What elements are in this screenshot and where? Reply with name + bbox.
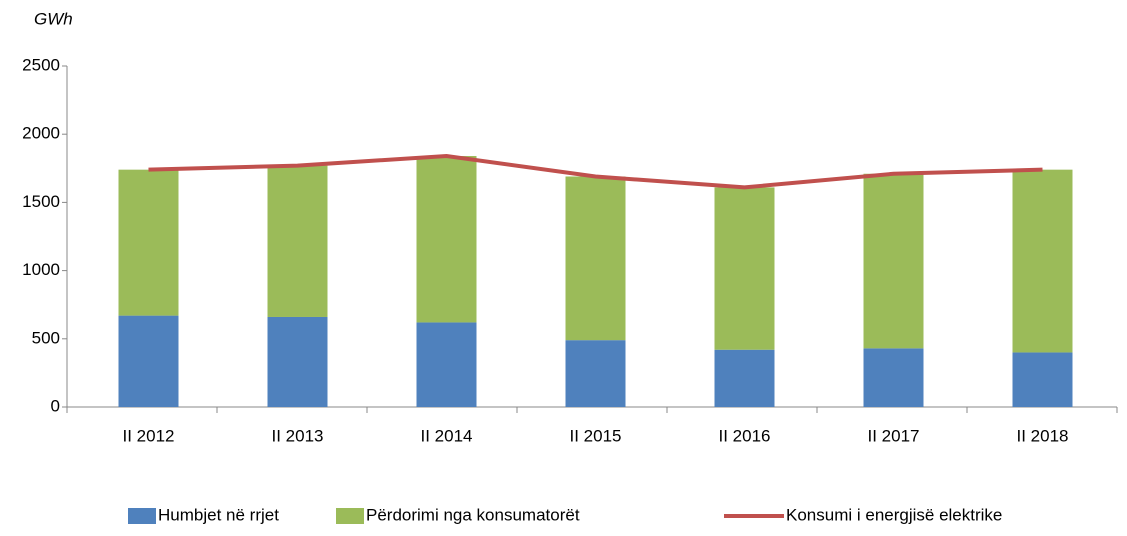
bar bbox=[1012, 352, 1073, 407]
x-tick-label: II 2018 bbox=[1017, 426, 1069, 445]
bar bbox=[565, 176, 626, 341]
bar bbox=[267, 165, 328, 317]
bar bbox=[416, 322, 477, 407]
y-tick-label: 1000 bbox=[22, 260, 60, 279]
x-tick-label: II 2013 bbox=[272, 426, 324, 445]
x-tick-label: II 2015 bbox=[570, 426, 622, 445]
bar bbox=[118, 169, 179, 316]
bar bbox=[267, 316, 328, 407]
y-axis-label: GWh bbox=[34, 9, 73, 28]
legend-label: Humbjet në rrjet bbox=[158, 505, 279, 524]
bar bbox=[714, 187, 775, 350]
bar bbox=[416, 156, 477, 323]
y-tick-label: 500 bbox=[32, 328, 60, 347]
line bbox=[148, 154, 1043, 190]
bar bbox=[565, 340, 626, 407]
bar bbox=[1012, 169, 1073, 353]
x-tick-label: II 2017 bbox=[868, 426, 920, 445]
legend-swatch bbox=[128, 508, 156, 524]
y-tick-label: 2000 bbox=[22, 124, 60, 143]
y-tick-label: 2500 bbox=[22, 55, 60, 74]
bar bbox=[118, 315, 179, 407]
y-tick-label: 1500 bbox=[22, 192, 60, 211]
legend-label: Përdorimi nga konsumatorët bbox=[366, 505, 580, 524]
legend-label: Konsumi i energjisë elektrike bbox=[786, 505, 1002, 524]
x-tick-label: II 2012 bbox=[123, 426, 175, 445]
x-tick-label: II 2016 bbox=[719, 426, 771, 445]
y-tick-label: 0 bbox=[51, 396, 60, 415]
bar bbox=[863, 173, 924, 349]
legend-swatch bbox=[336, 508, 364, 524]
bar bbox=[863, 348, 924, 407]
bar bbox=[714, 349, 775, 407]
x-tick-label: II 2014 bbox=[421, 426, 473, 445]
